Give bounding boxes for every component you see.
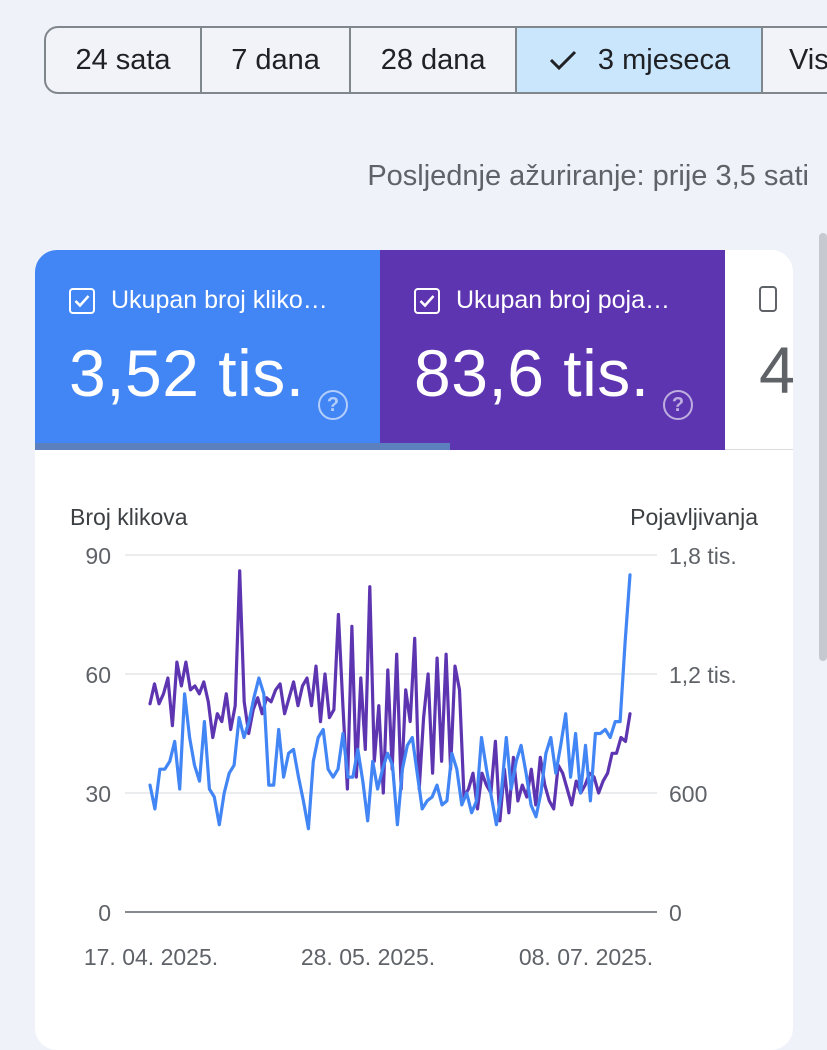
tab-label: 24 sata xyxy=(75,43,171,76)
right-axis-title: Pojavljivanja xyxy=(630,504,758,530)
left-axis-title: Broj klikova xyxy=(70,504,188,530)
clicks-series-line xyxy=(148,573,632,831)
metric-label: Ukupan broj kliko… xyxy=(111,286,328,314)
metric-value: 4 xyxy=(759,333,793,407)
tab-24-hours[interactable]: 24 sata xyxy=(46,28,203,92)
checkbox-unchecked-icon[interactable] xyxy=(759,286,777,312)
x-tick-label: 28. 05. 2025. xyxy=(301,944,435,970)
performance-chart: Broj klikova Pojavljivanja 0 0 30 600 60 1,2 ti… xyxy=(35,450,793,1050)
metric-value: 83,6 tis. xyxy=(414,336,650,410)
left-tick-label: 0 xyxy=(98,900,111,926)
checkbox-checked-icon[interactable] xyxy=(414,287,440,314)
tab-label: 3 mjeseca xyxy=(597,43,731,76)
metric-ctr[interactable]: 4 xyxy=(725,250,793,450)
tab-28-days[interactable]: 28 dana xyxy=(351,28,518,92)
left-tick-label: 60 xyxy=(85,662,111,688)
impressions-series-line xyxy=(148,569,632,823)
scrollbar[interactable] xyxy=(819,233,827,661)
right-tick-label: 1,2 tis. xyxy=(669,662,737,688)
help-icon[interactable]: ? xyxy=(318,390,348,420)
right-tick-label: 0 xyxy=(669,900,682,926)
date-range-tabs: 24 sata 7 dana 28 dana 3 mjeseca Vis xyxy=(44,26,827,94)
x-tick-label: 08. 07. 2025. xyxy=(519,944,653,970)
left-tick-label: 30 xyxy=(85,781,111,807)
tab-label: 28 dana xyxy=(380,43,486,76)
left-tick-label: 90 xyxy=(85,543,111,569)
performance-card: Ukupan broj kliko… 3,52 tis. ? Ukupan br… xyxy=(35,250,793,1050)
tab-label: Vis xyxy=(788,43,827,76)
tab-7-days[interactable]: 7 dana xyxy=(202,28,352,92)
tab-more[interactable]: Vis xyxy=(763,28,827,92)
right-tick-label: 600 xyxy=(669,781,707,807)
metric-label: Ukupan broj poja… xyxy=(456,286,671,314)
last-updated-text: Posljednje ažuriranje: prije 3,5 sati xyxy=(367,160,809,192)
help-icon[interactable]: ? xyxy=(663,390,693,420)
right-tick-label: 1,8 tis. xyxy=(669,543,737,569)
metric-total-clicks[interactable]: Ukupan broj kliko… 3,52 tis. ? xyxy=(35,250,380,450)
checkbox-checked-icon[interactable] xyxy=(69,287,95,314)
tab-label: 7 dana xyxy=(231,43,320,76)
chart-svg: Broj klikova Pojavljivanja 0 0 30 600 60 1,2 ti… xyxy=(70,504,758,970)
x-tick-label: 17. 04. 2025. xyxy=(84,944,218,970)
metric-total-impressions[interactable]: Ukupan broj poja… 83,6 tis. ? xyxy=(380,250,725,450)
metric-value: 3,52 tis. xyxy=(69,336,305,410)
loading-progress-bar xyxy=(35,443,450,450)
check-icon xyxy=(549,50,576,71)
tab-3-months[interactable]: 3 mjeseca xyxy=(517,28,763,92)
